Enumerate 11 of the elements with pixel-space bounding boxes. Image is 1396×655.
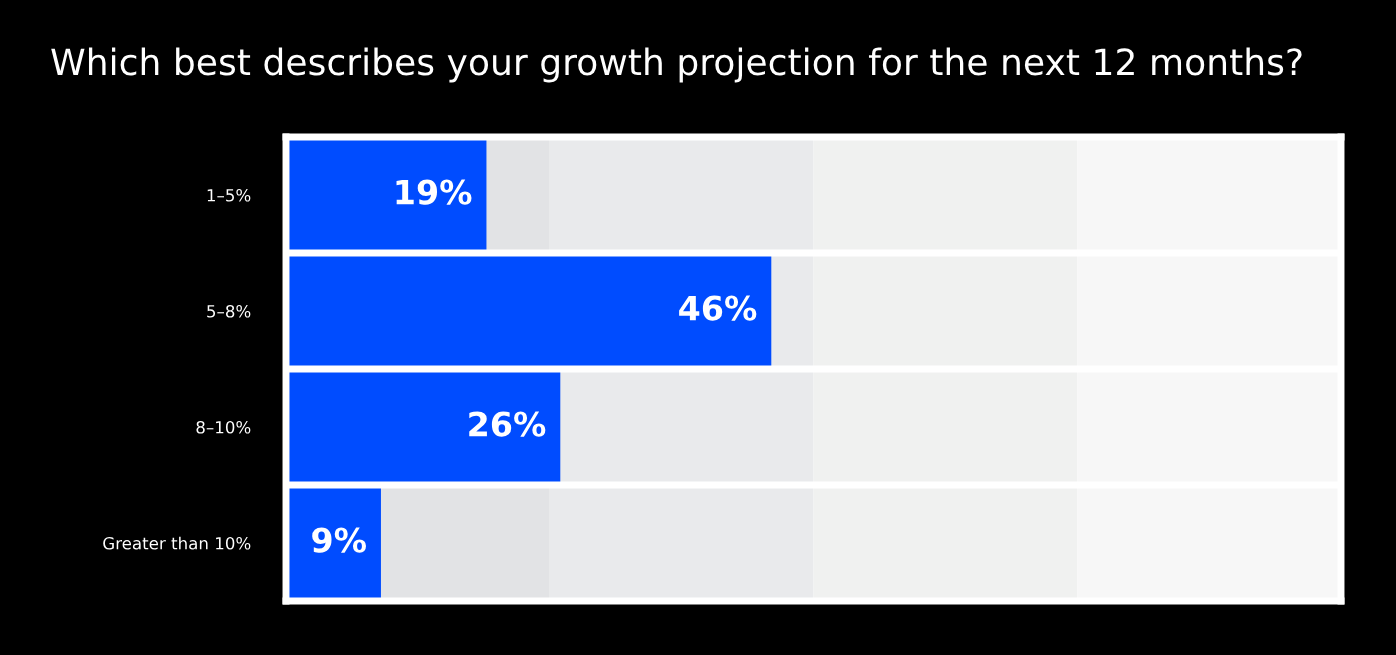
y-tick-label: Greater than 10% bbox=[103, 536, 251, 550]
bar bbox=[286, 137, 487, 253]
y-tick-label: 8–10% bbox=[196, 420, 251, 434]
data-label: 19% bbox=[396, 179, 472, 205]
data-label: 26% bbox=[469, 411, 546, 437]
data-label: 46% bbox=[679, 295, 757, 321]
bar bbox=[286, 369, 561, 485]
y-tick-label: 5–8% bbox=[207, 304, 251, 318]
data-label: 9% bbox=[312, 527, 366, 553]
y-tick-label: 1–5% bbox=[207, 188, 251, 202]
chart-title: Which best describes your growth projection for the next 12 months? bbox=[51, 47, 1302, 83]
